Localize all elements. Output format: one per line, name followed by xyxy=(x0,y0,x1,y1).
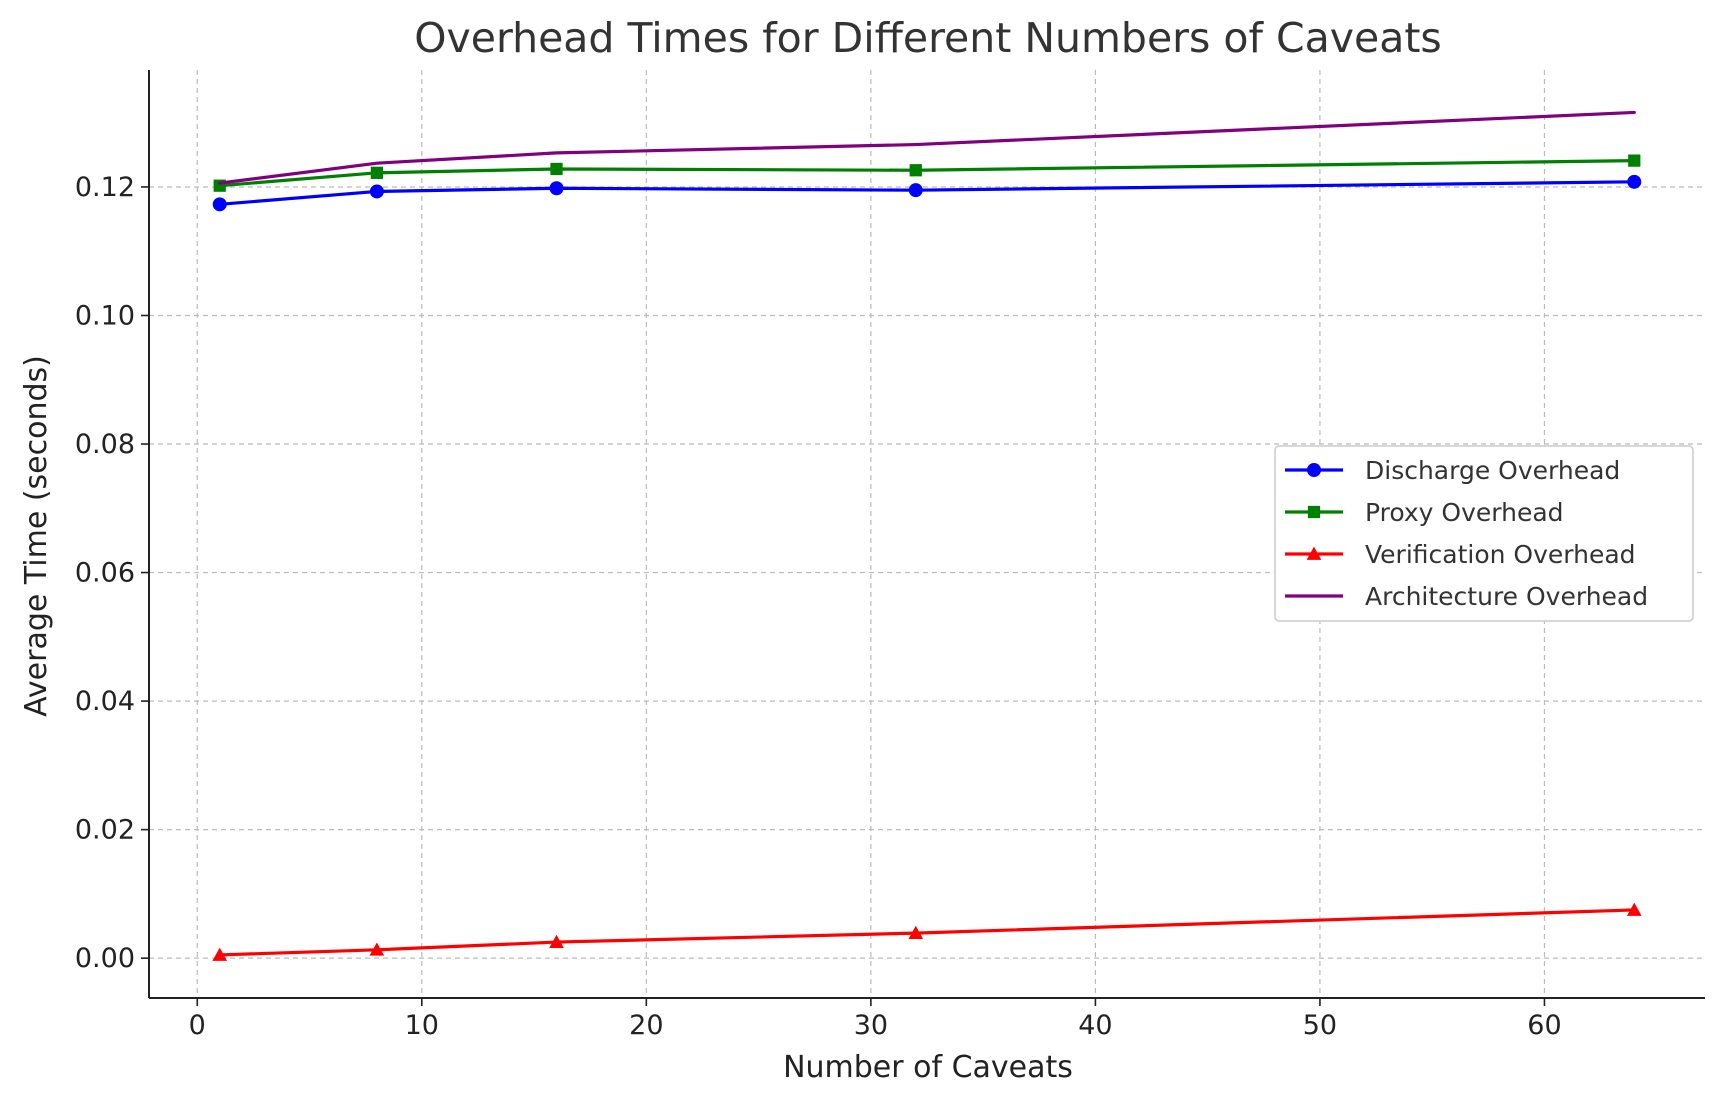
proxy-overhead-legend-marker xyxy=(1307,505,1321,519)
x-tick-label: 60 xyxy=(1527,1010,1561,1041)
verification-overhead-legend-marker xyxy=(1306,546,1322,560)
discharge-overhead-legend-marker xyxy=(1307,463,1321,477)
y-tick-label: 0.00 xyxy=(75,943,135,974)
y-tick-label: 0.04 xyxy=(75,686,135,717)
legend-label: Architecture Overhead xyxy=(1365,582,1648,611)
y-tick-label: 0.06 xyxy=(75,558,135,589)
discharge-overhead-point xyxy=(212,197,227,212)
y-axis-label: Average Time (seconds) xyxy=(19,355,54,717)
proxy-overhead-series xyxy=(213,154,1641,192)
legend-box xyxy=(1274,445,1694,622)
legend-entry: Proxy Overhead xyxy=(1285,498,1564,527)
verification-overhead-point xyxy=(549,934,564,948)
discharge-overhead-point xyxy=(369,184,384,199)
x-tick-label: 0 xyxy=(189,1010,206,1041)
discharge-overhead-point xyxy=(549,181,564,196)
legend-label: Verification Overhead xyxy=(1365,540,1636,569)
y-tick-label: 0.02 xyxy=(75,815,135,846)
series-layer xyxy=(212,110,1642,961)
architecture-overhead-line xyxy=(218,110,1636,185)
x-axis-label: Number of Caveats xyxy=(783,1050,1073,1085)
discharge-overhead-point xyxy=(908,183,923,198)
legend: Discharge Overhead Proxy Overhead Verifica… xyxy=(1274,445,1694,622)
discharge-overhead-series xyxy=(212,174,1642,212)
x-tick-label: 10 xyxy=(405,1010,439,1041)
proxy-overhead-point xyxy=(370,166,384,179)
legend-entry: Discharge Overhead xyxy=(1285,456,1620,485)
verification-overhead-point xyxy=(369,942,385,956)
proxy-overhead-point xyxy=(909,164,922,177)
x-tick-label: 20 xyxy=(629,1010,663,1041)
y-tick-label: 0.12 xyxy=(75,172,135,203)
x-tick-label: 50 xyxy=(1303,1010,1337,1041)
discharge-overhead-point xyxy=(1627,174,1642,189)
architecture-overhead-series xyxy=(218,110,1636,185)
verification-overhead-point xyxy=(908,925,924,939)
legend-entry: Verification Overhead xyxy=(1285,540,1636,569)
verification-overhead-series xyxy=(212,902,1642,961)
proxy-overhead-point xyxy=(1628,154,1641,167)
verification-overhead-point xyxy=(212,947,228,961)
discharge-overhead-line xyxy=(218,180,1636,206)
y-tick-label: 0.10 xyxy=(75,300,135,331)
legend-entry: Architecture Overhead xyxy=(1285,582,1648,611)
chart-title: Overhead Times for Different Numbers of … xyxy=(414,14,1442,62)
proxy-overhead-point xyxy=(550,162,563,176)
legend-label: Discharge Overhead xyxy=(1365,456,1620,485)
y-tick-label: 0.08 xyxy=(75,429,135,460)
verification-overhead-line xyxy=(218,908,1636,957)
x-tick-label: 40 xyxy=(1078,1010,1112,1041)
axes-layer: 0 10 20 30 40 50 60 0.00 0.02 0.04 0.06 0.08 0.10 0.1… xyxy=(75,70,1705,1041)
legend-label: Proxy Overhead xyxy=(1365,498,1564,527)
proxy-overhead-line xyxy=(218,159,1636,188)
verification-overhead-point xyxy=(1626,902,1642,916)
x-tick-label: 30 xyxy=(854,1010,888,1041)
